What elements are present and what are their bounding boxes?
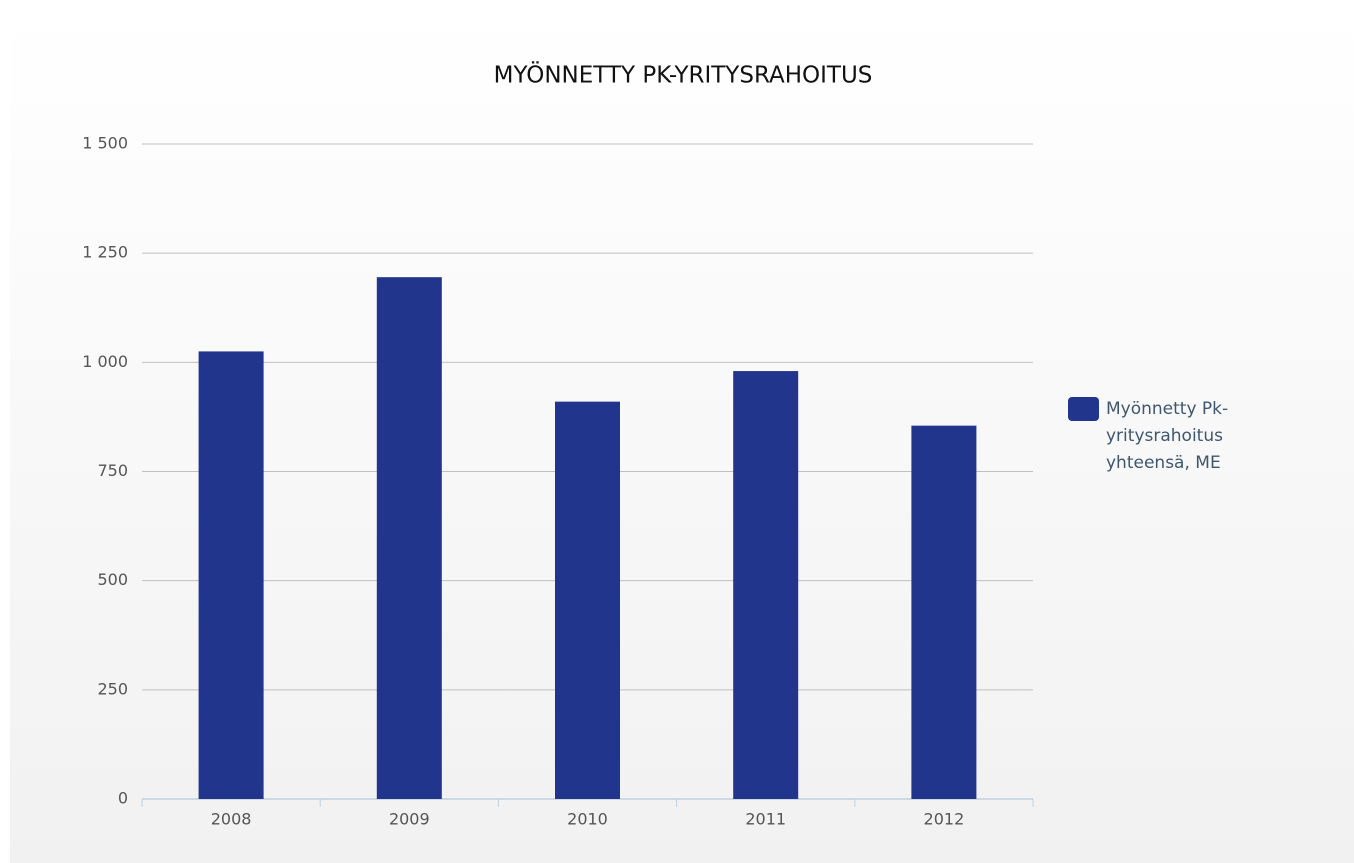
bar — [376, 277, 442, 799]
legend-label: Myönnetty Pk-yritysrahoitus yhteensä, ME — [1106, 399, 1229, 473]
legend-swatch — [1068, 397, 1099, 421]
bar — [198, 351, 264, 799]
y-tick-label: 1 500 — [82, 134, 128, 153]
y-tick-label: 750 — [97, 461, 128, 480]
bar — [555, 401, 620, 799]
y-tick-label: 500 — [97, 570, 128, 589]
bar — [911, 425, 977, 799]
x-tick-label: 2011 — [745, 810, 786, 829]
y-tick-label: 250 — [97, 679, 128, 698]
y-tick-label: 1 000 — [82, 352, 128, 371]
bar — [733, 371, 799, 799]
y-tick-label: 0 — [118, 789, 128, 808]
x-tick-label: 2009 — [389, 810, 430, 829]
chart-title: MYÖNNETTY PK-YRITYSRAHOITUS — [494, 61, 873, 89]
x-tick-label: 2008 — [211, 810, 252, 829]
y-tick-label: 1 250 — [82, 243, 128, 262]
x-tick-label: 2012 — [924, 810, 965, 829]
x-tick-label: 2010 — [567, 810, 608, 829]
